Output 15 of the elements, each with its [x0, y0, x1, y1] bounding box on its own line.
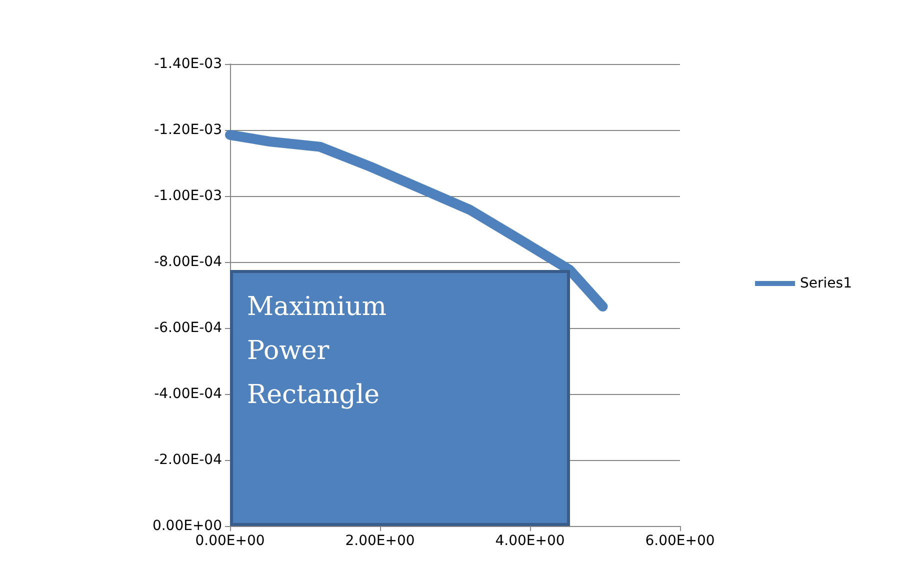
y-tick-label: -2.00E-04: [154, 452, 222, 468]
y-tick-label: -1.00E-03: [154, 188, 222, 204]
y-tick-label: -8.00E-04: [154, 254, 222, 270]
legend-label: Series1: [800, 276, 852, 292]
y-tick-label: -4.00E-04: [154, 386, 222, 402]
y-tick-label: -6.00E-04: [154, 320, 222, 336]
x-tick-label: 6.00E+00: [645, 533, 715, 549]
annotation: Maximium Power Rectangle: [247, 290, 388, 412]
x-tick-label: 4.00E+00: [495, 533, 565, 549]
y-tick-label: 0.00E+00: [152, 518, 222, 534]
x-tick-label: 2.00E+00: [345, 533, 415, 549]
x-tick-label: 0.00E+00: [195, 533, 265, 549]
rectangle-box: Maximium Power Rectangle: [230, 270, 570, 526]
y-tick-label: -1.20E-03: [154, 122, 222, 138]
y-tick-label: -1.40E-03: [154, 56, 222, 72]
